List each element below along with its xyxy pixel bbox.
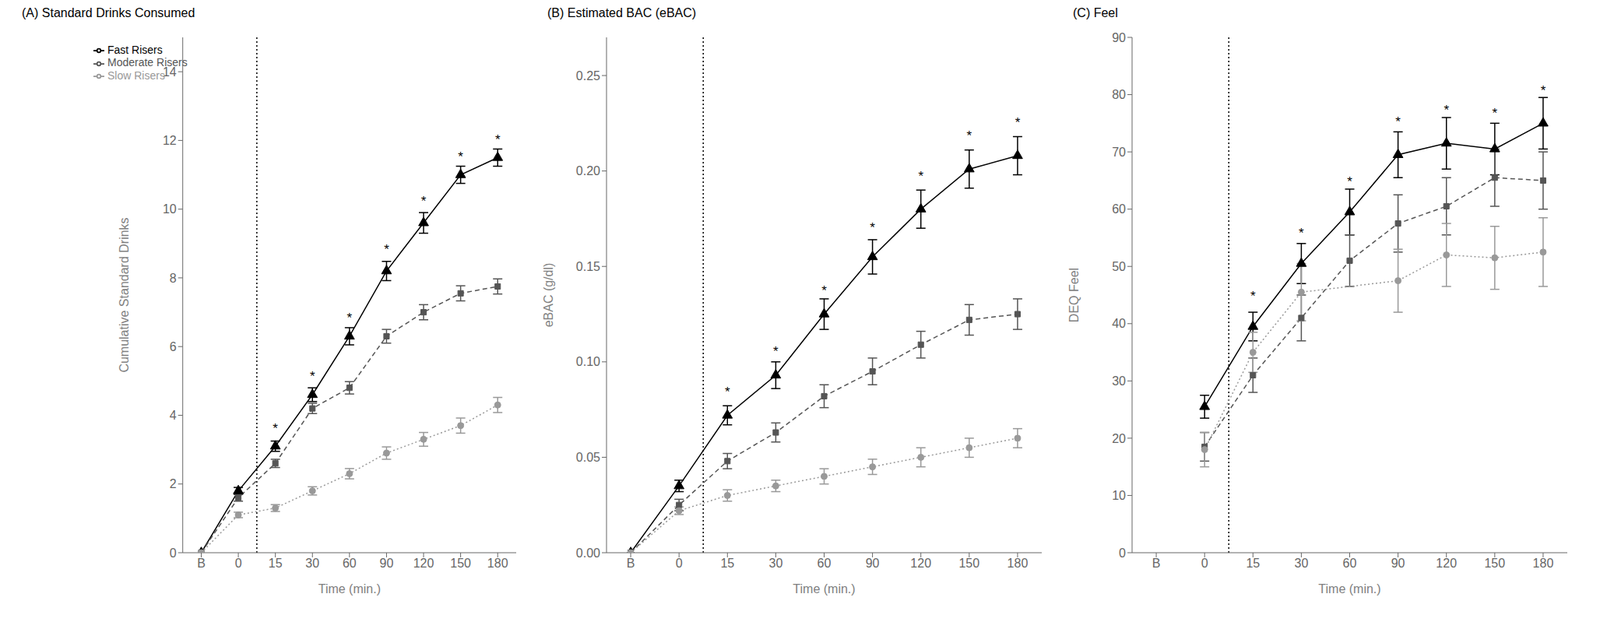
svg-text:0.25: 0.25 [576,69,601,83]
html-text:(C) Feel: (C) Feel [1072,6,1118,20]
svg-text:2: 2 [169,477,177,491]
svg-text:0: 0 [1201,556,1209,570]
svg-text:70: 70 [1111,145,1126,159]
svg-text:120: 120 [910,556,932,570]
svg-text:120: 120 [1435,556,1457,570]
svg-text:0.20: 0.20 [576,164,601,178]
svg-text:30: 30 [305,556,320,570]
svg-text:90: 90 [865,556,880,570]
svg-text:*: * [1540,83,1547,99]
svg-text:15: 15 [268,556,283,570]
svg-text:*: * [1015,115,1021,131]
svg-text:*: * [821,283,827,299]
svg-text:8: 8 [169,271,177,285]
svg-text:180: 180 [1007,556,1029,570]
svg-text:*: * [724,384,731,400]
svg-text:14: 14 [162,65,177,79]
svg-text:Time (min.): Time (min.) [1318,582,1381,596]
svg-text:*: * [1298,225,1305,241]
svg-text:*: * [495,132,501,148]
svg-text:*: * [967,128,973,144]
svg-text:10: 10 [162,202,177,216]
svg-text:30: 30 [768,556,783,570]
svg-text:180: 180 [487,556,509,570]
svg-text:*: * [1250,288,1256,304]
svg-text:0: 0 [675,556,683,570]
svg-text:B: B [196,556,206,570]
svg-text:60: 60 [817,556,832,570]
svg-text:90: 90 [1111,31,1126,45]
svg-text:30: 30 [1111,374,1126,388]
svg-text:0: 0 [169,546,177,560]
svg-text:180: 180 [1533,556,1555,570]
svg-text:0.15: 0.15 [576,260,601,274]
svg-text:*: * [917,168,924,184]
svg-text:DEQ Feel: DEQ Feel [1067,267,1081,323]
svg-text:60: 60 [1343,556,1358,570]
svg-text:30: 30 [1294,556,1309,570]
svg-text:*: * [421,193,427,209]
svg-text:0: 0 [1118,546,1126,560]
svg-text:150: 150 [958,556,980,570]
html-text:Moderate Risers: Moderate Risers [107,56,188,69]
svg-text:90: 90 [1391,556,1406,570]
svg-text:B: B [626,556,636,570]
svg-text:*: * [347,310,353,326]
svg-text:12: 12 [162,133,177,148]
svg-text:90: 90 [379,556,394,570]
html-text:(B) Estimated BAC (eBAC): (B) Estimated BAC (eBAC) [547,6,697,20]
html-text:Fast Risers: Fast Risers [107,43,163,57]
svg-text:*: * [1346,174,1353,190]
svg-text:80: 80 [1111,87,1126,102]
html-text:Slow Risers: Slow Risers [107,68,165,82]
svg-text:50: 50 [1111,260,1126,274]
svg-text:*: * [383,242,390,257]
svg-text:*: * [272,421,278,437]
svg-text:6: 6 [169,340,177,354]
svg-text:4: 4 [169,408,177,422]
svg-text:eBAC (g/dl): eBAC (g/dl) [541,263,556,328]
svg-text:10: 10 [1111,488,1126,503]
svg-text:0.10: 0.10 [576,355,601,369]
svg-text:60: 60 [342,556,357,570]
svg-text:*: * [1492,105,1499,121]
svg-text:*: * [309,369,316,384]
svg-text:15: 15 [720,556,735,570]
svg-text:*: * [1443,102,1449,118]
svg-text:0.00: 0.00 [576,546,601,560]
svg-text:15: 15 [1245,556,1260,570]
svg-text:*: * [1395,114,1401,130]
svg-text:60: 60 [1111,202,1126,216]
svg-text:40: 40 [1111,316,1126,331]
html-text:(A) Standard Drinks Consumed: (A) Standard Drinks Consumed [21,6,195,20]
svg-text:150: 150 [1483,556,1506,570]
svg-text:Time (min.): Time (min.) [792,582,855,596]
svg-text:B: B [1152,556,1161,570]
svg-text:20: 20 [1111,432,1126,446]
svg-text:Cumulative Standard Drinks: Cumulative Standard Drinks [117,217,131,373]
svg-text:*: * [773,344,779,359]
svg-text:0: 0 [235,556,243,570]
svg-text:0.05: 0.05 [576,450,601,465]
svg-text:150: 150 [450,556,472,570]
svg-text:120: 120 [413,556,435,570]
svg-text:Time (min.): Time (min.) [318,582,381,596]
svg-text:*: * [457,149,464,165]
svg-text:*: * [869,220,876,236]
